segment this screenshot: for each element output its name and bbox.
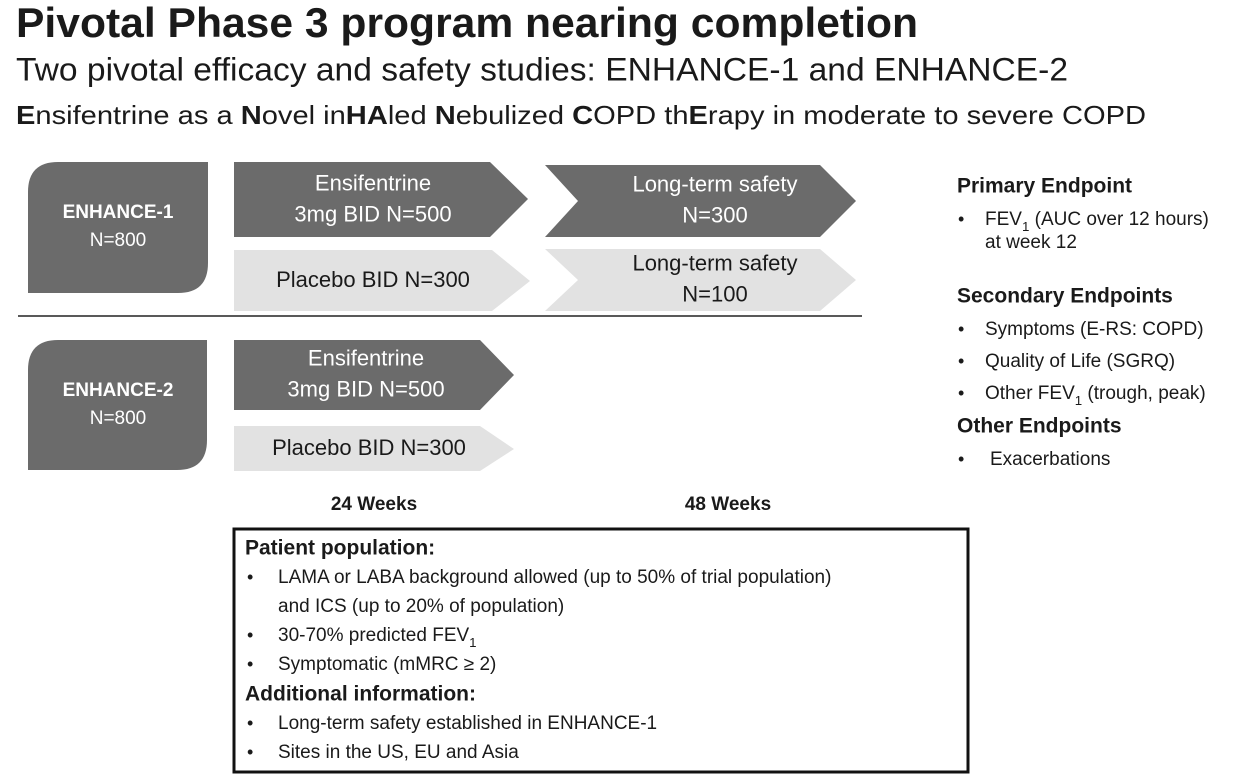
box-text: Ensifentrine [315, 170, 431, 195]
box-text: Long-term safety [632, 250, 797, 275]
tagline-run: E [16, 100, 35, 130]
population-box [232, 527, 970, 774]
tagline-run: E [689, 100, 708, 130]
arm-chevron [234, 250, 530, 311]
box-text: 3mg BID N=500 [287, 376, 444, 401]
text-run: (AUC over 12 hours) [1029, 209, 1209, 230]
study-box [28, 340, 207, 470]
tagline-run: OPD th [593, 100, 688, 130]
extension-chevron [545, 249, 856, 311]
timeline-label: 24 Weeks [331, 494, 417, 515]
tagline-run: ebulized [456, 100, 572, 130]
endpoint-item: at week 12 [985, 232, 1077, 253]
box-text: Long-term safety [632, 171, 797, 196]
endpoint-item: Quality of Life (SGRQ) [985, 351, 1175, 372]
box-text: N=300 [682, 202, 747, 227]
box-text: 3mg BID N=500 [294, 201, 451, 226]
subscript: 1 [1075, 393, 1082, 408]
box-text: Placebo BID N=300 [272, 435, 466, 460]
title: Pivotal Phase 3 program nearing completi… [16, 0, 918, 46]
bullet: • [247, 567, 253, 587]
bullet: • [247, 742, 253, 762]
study-name: ENHANCE-1 [63, 202, 174, 223]
bullet-text: Long-term safety established in ENHANCE-… [278, 713, 657, 734]
tagline-run: C [572, 100, 593, 130]
bullet: • [247, 654, 253, 674]
study-n: N=800 [90, 408, 147, 429]
bullet: • [958, 449, 964, 469]
box-text: Ensifentrine [308, 345, 424, 370]
text-run: Other FEV [985, 383, 1075, 404]
tagline-run: N [435, 100, 456, 130]
endpoint-item: Exacerbations [990, 449, 1110, 470]
endpoint-heading: Primary Endpoint [957, 175, 1132, 198]
bullet: • [247, 625, 253, 645]
bullet: • [247, 713, 253, 733]
tagline: Ensifentrine as a Novel in HA led Nebulize… [16, 100, 1146, 130]
arm-chevron [234, 162, 528, 237]
arm-chevron [234, 426, 514, 471]
bullet-text: Symptomatic (mMRC ≥ 2) [278, 654, 496, 675]
endpoint-item: Symptoms (E-RS: COPD) [985, 319, 1204, 340]
tagline-run: rapy in moderate to severe COPD [708, 100, 1146, 130]
endpoint-item: FEV1 (AUC over 12 hours) [985, 209, 1209, 234]
bullet-text: and ICS (up to 20% of population) [278, 596, 564, 617]
text-run: (trough, peak) [1082, 383, 1206, 404]
bullet: • [958, 209, 964, 229]
bullet-text: Sites in the US, EU and Asia [278, 742, 519, 763]
endpoint-heading: Other Endpoints [957, 415, 1122, 438]
tagline-run: ovel in [262, 100, 346, 130]
bullet: • [958, 383, 964, 403]
section-heading: Additional information: [245, 683, 476, 706]
tagline-run: HA [346, 100, 388, 130]
timeline-label: 48 Weeks [685, 494, 771, 515]
box-text: N=100 [682, 281, 747, 306]
study-name: ENHANCE-2 [63, 380, 174, 401]
text-run: FEV [985, 209, 1022, 230]
study-box [28, 162, 208, 293]
tagline-run: led [388, 100, 435, 130]
extension-chevron [545, 165, 856, 237]
bullet-text: LAMA or LABA background allowed (up to 5… [278, 567, 831, 588]
subscript: 1 [1022, 219, 1029, 234]
subtitle: Two pivotal efficacy and safety studies:… [16, 51, 1068, 87]
bullet: • [958, 351, 964, 371]
box-text: Placebo BID N=300 [276, 267, 470, 292]
tagline-run: nsifentrine as a [35, 100, 240, 130]
bullet: • [958, 319, 964, 339]
endpoint-heading: Secondary Endpoints [957, 285, 1173, 308]
bullet-text: 30-70% predicted FEV1 [278, 625, 477, 650]
endpoint-item: Other FEV1 (trough, peak) [985, 383, 1206, 408]
tagline-run: N [241, 100, 262, 130]
subscript: 1 [469, 635, 476, 650]
section-heading: Patient population: [245, 537, 435, 560]
text-run: 30-70% predicted FEV [278, 625, 469, 646]
arm-chevron [234, 340, 514, 410]
study-n: N=800 [90, 230, 147, 251]
